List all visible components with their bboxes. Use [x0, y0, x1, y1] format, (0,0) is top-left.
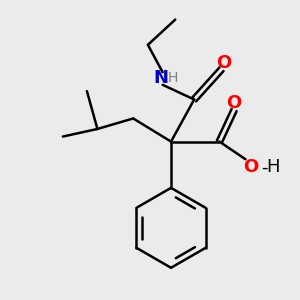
Text: H: H — [266, 158, 280, 176]
Text: N: N — [153, 69, 168, 87]
Text: O: O — [226, 94, 242, 112]
Text: O: O — [243, 158, 259, 176]
Text: H: H — [168, 71, 178, 85]
Text: -: - — [261, 158, 268, 176]
Text: O: O — [216, 54, 231, 72]
